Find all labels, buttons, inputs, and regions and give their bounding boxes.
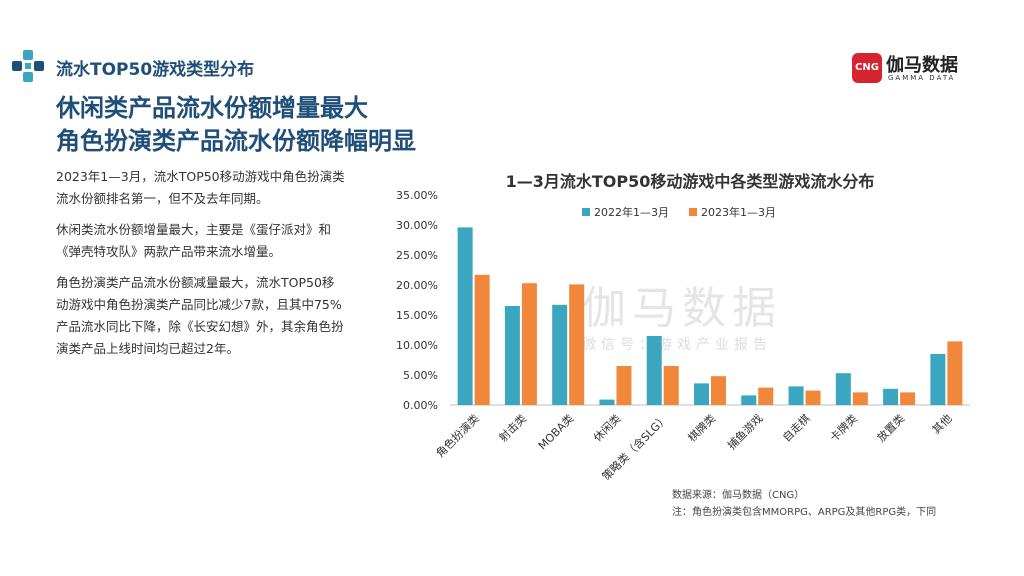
x-tick-label: 卡牌类 — [827, 411, 860, 444]
source-note: 数据来源：伽马数据（CNG） 注：角色扮演类包含MMORPG、ARPG及其他RP… — [672, 487, 936, 521]
bar-2022 — [883, 388, 899, 405]
bar-2022 — [646, 336, 662, 405]
bar-2023 — [758, 387, 774, 405]
bar-2023 — [900, 392, 916, 405]
bar-2023 — [663, 366, 679, 405]
bar-2023 — [616, 366, 632, 405]
brand-name: 伽马数据 — [886, 55, 958, 76]
x-tick-label: 其他 — [930, 412, 955, 437]
legend-item-2023: 2023年1—3月 — [689, 204, 776, 220]
y-tick-label: 25.00% — [396, 249, 438, 262]
y-tick-label: 20.00% — [396, 279, 438, 292]
bar-2022 — [599, 399, 615, 405]
y-tick-label: 0.00% — [403, 399, 438, 412]
chart-title: 1—3月流水TOP50移动游戏中各类型游戏流水分布 — [505, 172, 875, 191]
bar-2023 — [569, 284, 585, 405]
body-paragraph-3: 角色扮演类产品流水份额减量最大，流水TOP50移动游戏中角色扮演类产品同比减少7… — [56, 275, 344, 356]
section-title: 流水TOP50游戏类型分布 — [56, 60, 255, 80]
game-controller-icon — [12, 50, 44, 82]
bar-chart: 0.00% 5.00% 10.00% 15.00% 20.00% 25.00% 30.00%… — [396, 189, 970, 480]
bar-2022 — [457, 227, 473, 405]
bar-2023 — [947, 341, 963, 405]
bar-2023 — [521, 283, 537, 405]
bar-2023 — [852, 392, 868, 405]
bar-2022 — [835, 373, 851, 405]
y-tick-label: 15.00% — [396, 309, 438, 322]
y-tick-label: 10.00% — [396, 339, 438, 352]
legend-swatch-2022 — [582, 208, 590, 216]
x-tick-label: 放置类 — [874, 411, 907, 444]
bar-2022 — [930, 354, 946, 405]
headline-line-1: 休闲类产品流水份额增量最大 — [56, 94, 368, 122]
bar-2022 — [741, 395, 757, 405]
bar-2022 — [504, 306, 520, 405]
bar-2022 — [788, 386, 804, 405]
x-tick-label: 棋牌类 — [685, 411, 718, 444]
note-line: 注：角色扮演类包含MMORPG、ARPG及其他RPG类，下同 — [672, 507, 937, 518]
y-tick-label: 35.00% — [396, 189, 438, 202]
body-paragraph-2: 休闲类流水份额增量最大，主要是《蛋仔派对》和《弹壳特攻队》两款产品带来流水增量。 — [56, 222, 332, 259]
x-tick-label: 角色扮演类 — [433, 411, 482, 460]
bar-2023 — [474, 274, 490, 405]
bar-2023 — [711, 376, 726, 405]
y-tick-label: 30.00% — [396, 219, 438, 232]
bar-2023 — [805, 390, 821, 405]
body-paragraph-1: 2023年1—3月，流水TOP50移动游戏中角色扮演类流水份额排名第一，但不及去… — [56, 169, 345, 206]
legend-swatch-2023 — [689, 208, 697, 216]
x-tick-label: 射击类 — [496, 411, 529, 444]
body-text: 2023年1—3月，流水TOP50移动游戏中角色扮演类流水份额排名第一，但不及去… — [56, 166, 346, 369]
headline: 休闲类产品流水份额增量最大 角色扮演类产品流水份额降幅明显 — [56, 92, 416, 158]
y-tick-label: 5.00% — [403, 369, 438, 382]
chart-legend: 2022年1—3月 2023年1—3月 — [582, 204, 776, 220]
headline-line-2: 角色扮演类产品流水份额降幅明显 — [56, 127, 416, 155]
source-line: 数据来源：伽马数据（CNG） — [672, 490, 805, 501]
x-tick-label: 捕鱼游戏 — [724, 411, 765, 452]
legend-label-2022: 2022年1—3月 — [594, 206, 669, 219]
legend-item-2022: 2022年1—3月 — [582, 204, 669, 220]
legend-label-2023: 2023年1—3月 — [701, 206, 776, 219]
x-tick-label: 自走棋 — [779, 411, 812, 444]
bar-2022 — [552, 304, 568, 405]
brand-mark: CNG — [852, 53, 882, 83]
x-tick-label: MOBA类 — [535, 411, 576, 452]
x-tick-label: 休闲类 — [590, 411, 623, 444]
bar-2022 — [694, 383, 709, 405]
brand-sub: GAMMA DATA — [888, 74, 956, 82]
